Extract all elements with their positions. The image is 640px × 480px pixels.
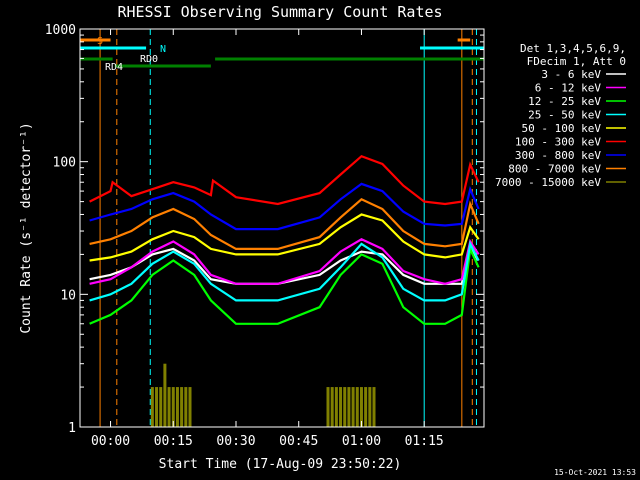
y-tick-label-3: 1000 (45, 23, 76, 38)
annotation-rd0: RD0 (140, 54, 158, 65)
x-tick-label-1: 00:15 (154, 434, 193, 449)
legend: Det 1,3,4,5,6,9,FDecim 1, Att 03 - 6 keV… (495, 42, 626, 189)
x-axis: 00:00 00:15 00:30 00:45 01:00 01:15 (91, 29, 444, 449)
legend-label-7: 800 - 7000 keV (508, 163, 601, 176)
legend-header-0: Det 1,3,4,5,6,9, (520, 42, 626, 55)
plot-frame (79, 28, 485, 428)
legend-header-1: FDecim 1, Att 0 (527, 55, 626, 68)
series-line-1 (89, 238, 480, 285)
series-line-5 (89, 154, 480, 206)
legend-label-8: 7000 - 15000 keV (495, 176, 601, 189)
y-tick-label-1: 10 (60, 288, 76, 303)
x-axis-label: Start Time (17-Aug-09 23:50:22) (159, 457, 402, 472)
legend-label-3: 25 - 50 keV (528, 109, 601, 122)
series-line-6 (89, 182, 480, 231)
y-axis-label: Count Rate (s⁻¹ detector⁻¹) (19, 122, 34, 333)
annotation-rd4: RD4 (105, 62, 123, 73)
annotation-s: S (97, 36, 103, 47)
legend-label-6: 300 - 800 keV (515, 149, 601, 162)
legend-label-4: 50 - 100 keV (522, 122, 602, 135)
series-line-4 (89, 213, 480, 262)
series-line-3 (89, 240, 480, 302)
y-axis: 1 10 100 1000 (45, 23, 484, 436)
chart-title: RHESSI Observing Summary Count Rates (117, 3, 442, 21)
y-tick-label-2: 100 (53, 156, 76, 171)
x-tick-label-2: 00:30 (216, 434, 255, 449)
legend-label-5: 100 - 300 keV (515, 136, 601, 149)
timestamp: 15-Oct-2021 13:53 (554, 468, 636, 477)
x-tick-label-5: 01:15 (405, 434, 444, 449)
annotation-n: N (160, 44, 166, 55)
y-tick-label-0: 1 (68, 421, 76, 436)
series-line-7 (89, 198, 480, 250)
series-line-2 (89, 244, 480, 325)
x-tick-label-3: 00:45 (279, 434, 318, 449)
legend-label-2: 12 - 25 keV (528, 95, 601, 108)
legend-label-0: 3 - 6 keV (541, 68, 601, 81)
x-tick-label-0: 00:00 (91, 434, 130, 449)
x-tick-label-4: 01:00 (342, 434, 381, 449)
legend-label-1: 6 - 12 keV (535, 82, 602, 95)
